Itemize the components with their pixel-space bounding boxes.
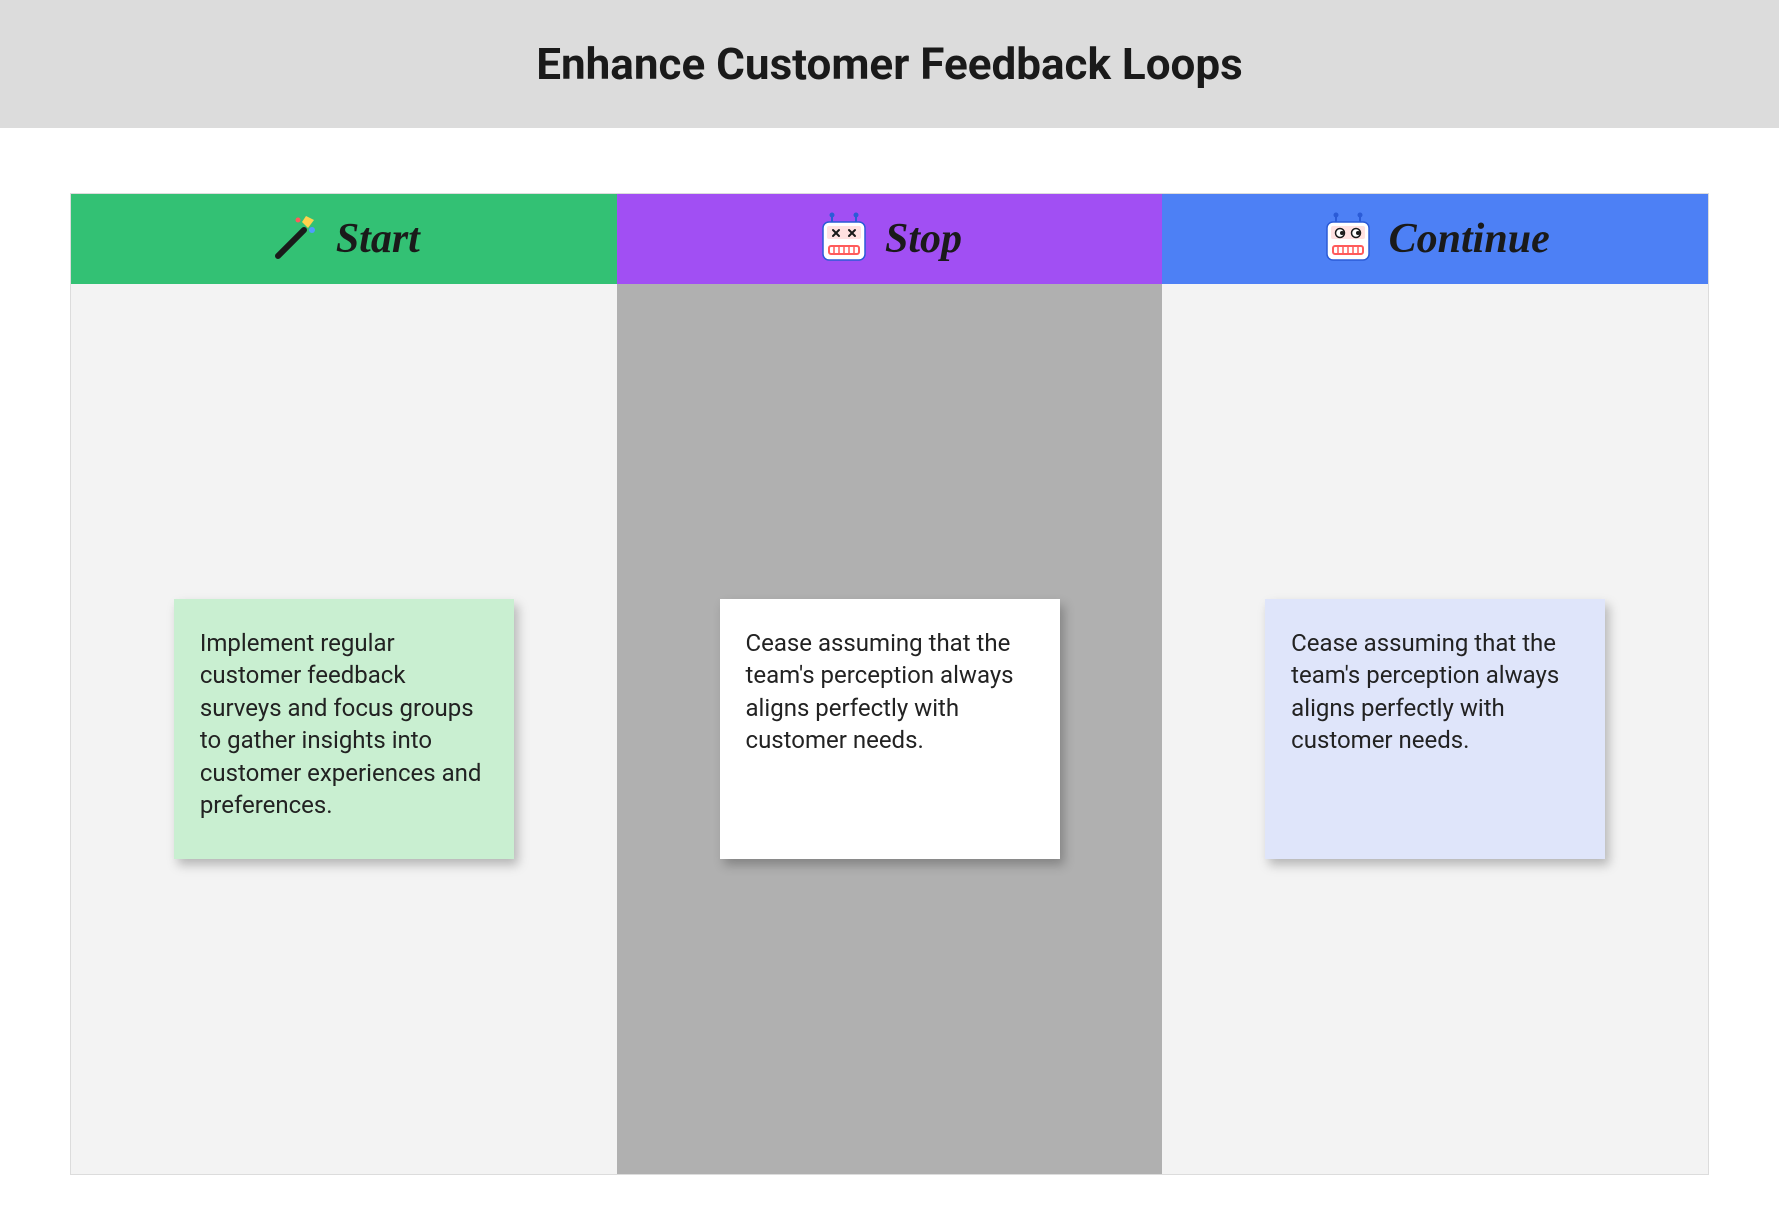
magic-wand-icon <box>268 212 322 266</box>
column-label-start: Start <box>336 215 420 263</box>
column-header-start: Start <box>71 194 617 284</box>
card-stop[interactable]: Cease assuming that the team's perceptio… <box>720 599 1060 859</box>
column-body-continue: Cease assuming that the team's perceptio… <box>1162 284 1708 1174</box>
page-header: Enhance Customer Feedback Loops <box>0 0 1779 128</box>
column-body-stop: Cease assuming that the team's perceptio… <box>617 284 1163 1174</box>
column-label-stop: Stop <box>885 215 962 263</box>
column-label-continue: Continue <box>1389 215 1550 263</box>
card-start[interactable]: Implement regular customer feedback surv… <box>174 599 514 859</box>
robot-ok-icon <box>1321 212 1375 266</box>
column-continue: Continue Cease assuming that the team's … <box>1162 194 1708 1174</box>
column-stop: Stop Cease assuming that the team's perc… <box>617 194 1163 1174</box>
column-start: Start Implement regular customer feedbac… <box>71 194 617 1174</box>
card-text-continue: Cease assuming that the team's perceptio… <box>1291 629 1559 754</box>
robot-error-icon <box>817 212 871 266</box>
board: Start Implement regular customer feedbac… <box>70 193 1709 1175</box>
column-header-continue: Continue <box>1162 194 1708 284</box>
column-header-stop: Stop <box>617 194 1163 284</box>
card-text-start: Implement regular customer feedback surv… <box>200 629 482 819</box>
card-text-stop: Cease assuming that the team's perceptio… <box>746 629 1014 754</box>
page-title: Enhance Customer Feedback Loops <box>536 38 1242 90</box>
card-continue[interactable]: Cease assuming that the team's perceptio… <box>1265 599 1605 859</box>
board-wrap: Start Implement regular customer feedbac… <box>0 128 1779 1175</box>
column-body-start: Implement regular customer feedback surv… <box>71 284 617 1174</box>
